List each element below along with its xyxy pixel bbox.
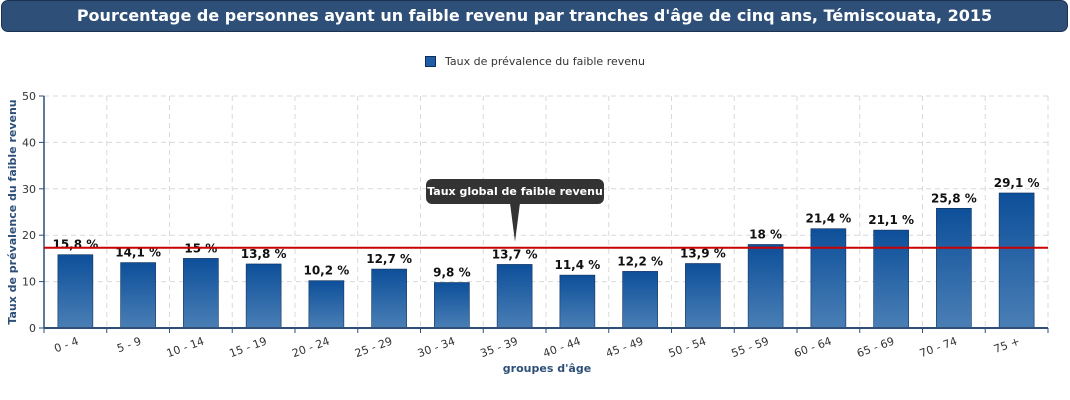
y-tick-label: 0 xyxy=(29,322,36,335)
bar-value-label: 21,4 % xyxy=(805,212,851,226)
x-tick-label: 0 - 4 xyxy=(52,335,80,356)
legend-swatch[interactable] xyxy=(425,55,437,67)
bar[interactable] xyxy=(434,282,470,329)
x-tick-label: 30 - 34 xyxy=(416,335,457,361)
bar[interactable] xyxy=(685,263,721,329)
y-tick-label: 40 xyxy=(22,136,36,149)
x-tick-label: 75 + xyxy=(992,335,1022,356)
bar[interactable] xyxy=(747,244,784,329)
chart-title: Pourcentage de personnes ayant un faible… xyxy=(1,0,1068,32)
x-tick-label: 55 - 59 xyxy=(730,335,771,361)
bar-value-label: 25,8 % xyxy=(931,191,977,205)
legend[interactable]: Taux de prévalence du faible revenu xyxy=(0,52,1070,70)
value-labels: 15,8 %14,1 % 15 % 13,8 %10,2 %12,7 %9,8 %1… xyxy=(52,176,1039,280)
bars xyxy=(57,192,1035,329)
bar-value-label: 13,8 % xyxy=(241,247,287,261)
x-tick-label: 40 - 44 xyxy=(541,335,582,361)
y-tick-label: 30 xyxy=(22,183,36,196)
x-tick-label: 35 - 39 xyxy=(479,335,520,361)
bar-value-label: 9,8 % xyxy=(433,266,470,280)
legend-label[interactable]: Taux de prévalence du faible revenu xyxy=(445,54,645,68)
bar-value-label: 10,2 % xyxy=(303,264,349,278)
bar[interactable] xyxy=(371,268,407,329)
bar-value-label: 11,4 % xyxy=(554,258,600,272)
x-axis-title: groupes d'âge xyxy=(503,362,591,375)
y-tick-label: 50 xyxy=(22,90,36,103)
x-tick-label: 25 - 29 xyxy=(353,335,394,361)
reference-tooltip-text: Taux global de faible revenu xyxy=(427,185,603,198)
bar-value-label: 15,8 % xyxy=(52,238,98,252)
bar-value-label: 13,7 % xyxy=(492,247,538,261)
bar-value-label: 13,9 % xyxy=(680,247,726,261)
bar[interactable] xyxy=(120,262,156,329)
bar-value-label: 18 % xyxy=(749,227,782,241)
x-tick-label: 45 - 49 xyxy=(604,335,645,361)
reference-tooltip-pointer xyxy=(510,203,520,242)
x-tick-label: 15 - 19 xyxy=(228,335,269,361)
bar[interactable] xyxy=(496,264,533,329)
x-tick-label: 20 - 24 xyxy=(290,335,331,361)
x-tick-label: 10 - 14 xyxy=(165,335,206,361)
y-axis-title: Taux de prévalence du faible revenu xyxy=(6,99,19,324)
x-tick-label: 70 - 74 xyxy=(918,335,959,361)
bar[interactable] xyxy=(810,228,847,329)
bar-value-label: 21,1 % xyxy=(868,213,914,227)
bar[interactable] xyxy=(936,207,972,329)
reference-tooltip xyxy=(426,179,604,204)
bar-value-label: 29,1 % xyxy=(994,176,1040,190)
bar[interactable] xyxy=(622,271,658,329)
bar-value-label: 12,7 % xyxy=(366,252,412,266)
bar[interactable] xyxy=(873,229,909,329)
bar[interactable] xyxy=(559,274,596,329)
bar[interactable] xyxy=(183,258,219,329)
x-tick-label: 5 - 9 xyxy=(115,335,143,356)
bar[interactable] xyxy=(57,254,94,329)
y-tick-label: 20 xyxy=(22,229,36,242)
y-tick-label: 10 xyxy=(22,276,36,289)
bar[interactable] xyxy=(998,192,1035,329)
x-tick-label: 65 - 69 xyxy=(855,335,896,361)
grid-lines xyxy=(44,95,1049,328)
bar[interactable] xyxy=(245,263,282,329)
x-tick-label: 50 - 54 xyxy=(667,335,708,361)
bar[interactable] xyxy=(308,280,345,329)
x-tick-label: 60 - 64 xyxy=(792,335,833,361)
reference-line-group: Taux global de faible revenu xyxy=(44,179,1048,249)
bar-value-label: 14,1 % xyxy=(115,246,161,260)
bar-value-label: 12,2 % xyxy=(617,254,663,268)
